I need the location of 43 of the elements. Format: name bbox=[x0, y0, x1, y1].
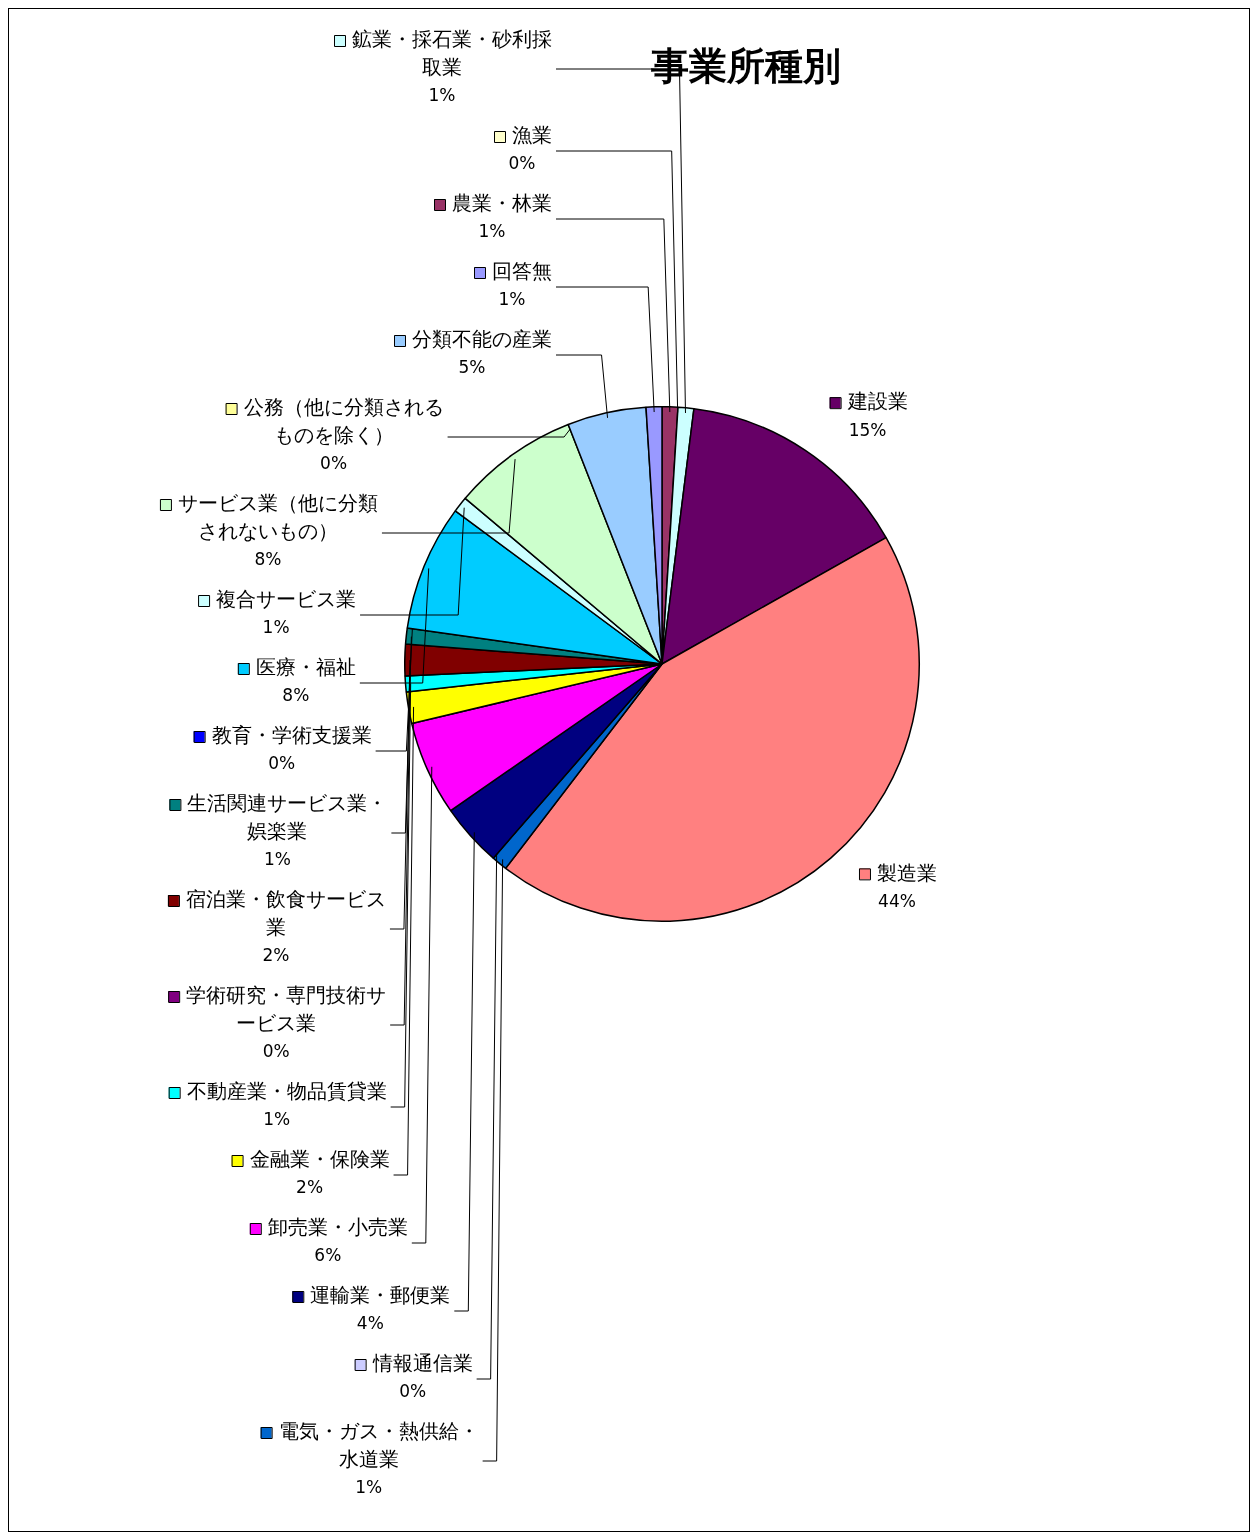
legend-label: 不動産業・物品賃貸業 bbox=[186, 1079, 387, 1104]
text: 0% bbox=[399, 1381, 427, 1402]
chart-title: 事業所種別 bbox=[650, 43, 841, 88]
legend-label: 教育・学術支援業 bbox=[211, 723, 372, 748]
data-label: 1% bbox=[428, 85, 456, 106]
legend-label: 情報通信業 bbox=[371, 1351, 473, 1376]
legend-label: 漁業 bbox=[512, 123, 552, 148]
data-label: 5% bbox=[458, 357, 486, 378]
legend-label: 農業・林業 bbox=[452, 191, 552, 216]
data-label: 4% bbox=[356, 1313, 384, 1334]
legend-label: 建設業 bbox=[846, 389, 908, 414]
data-label: 15% bbox=[848, 419, 887, 440]
legend-label: 製造業 bbox=[876, 860, 937, 885]
legend-label: 学術研究・専門技術サービス業 bbox=[186, 983, 387, 1036]
data-label: 1% bbox=[263, 1109, 291, 1130]
legend-label: 宿泊業・飲食サービス業 bbox=[185, 887, 386, 940]
text: 0% bbox=[508, 153, 536, 174]
legend-label: 金融業・保険業 bbox=[249, 1147, 390, 1172]
data-label: 1% bbox=[355, 1477, 383, 1498]
data-label: 8% bbox=[282, 685, 310, 706]
text: 0% bbox=[320, 453, 348, 474]
data-label: 1% bbox=[263, 849, 291, 870]
legend-label: 卸売業・小売業 bbox=[267, 1215, 408, 1240]
legend-label: 分類不能の産業 bbox=[412, 327, 552, 352]
legend-label: 公務（他に分類されるものを除く） bbox=[243, 395, 444, 448]
data-label: 1% bbox=[262, 617, 290, 638]
data-label: 6% bbox=[314, 1245, 342, 1266]
legend-label: 医療・福祉 bbox=[255, 655, 356, 680]
data-label: 8% bbox=[254, 549, 282, 570]
legend-label: 電気・ガス・熱供給・水道業 bbox=[278, 1419, 479, 1472]
legend-label: 生活関連サービス業・娯楽業 bbox=[187, 791, 388, 844]
legend-label: 回答無 bbox=[492, 259, 552, 284]
data-label: 44% bbox=[878, 890, 916, 911]
text: 0% bbox=[268, 753, 296, 774]
text: 0% bbox=[262, 1041, 290, 1062]
data-label: 2% bbox=[296, 1177, 324, 1198]
data-label: 1% bbox=[478, 221, 506, 242]
legend-label: 運輸業・郵便業 bbox=[310, 1283, 451, 1308]
legend-label: 鉱業・採石業・砂利採取業 bbox=[352, 27, 552, 80]
data-label: 1% bbox=[498, 289, 526, 310]
legend-label: サービス業（他に分類されないもの） bbox=[177, 491, 378, 544]
legend-label: 複合サービス業 bbox=[216, 587, 357, 612]
data-label: 2% bbox=[262, 945, 290, 966]
